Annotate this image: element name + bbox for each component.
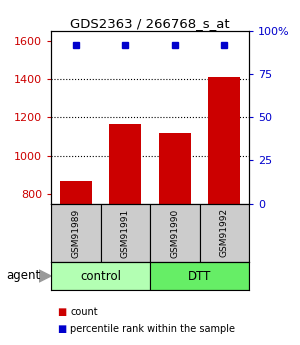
Bar [208, 77, 240, 204]
Bar [100, 204, 150, 262]
Text: ■: ■ [57, 307, 66, 317]
Text: ■: ■ [57, 325, 66, 334]
Polygon shape [39, 270, 51, 282]
Text: GSM91989: GSM91989 [71, 208, 80, 257]
Text: DTT: DTT [188, 269, 211, 283]
Bar [51, 204, 100, 262]
Text: GSM91991: GSM91991 [121, 208, 130, 257]
Text: agent: agent [6, 269, 40, 283]
Text: GSM91992: GSM91992 [220, 208, 229, 257]
Text: count: count [70, 307, 98, 317]
Text: percentile rank within the sample: percentile rank within the sample [70, 325, 236, 334]
Title: GDS2363 / 266768_s_at: GDS2363 / 266768_s_at [70, 17, 230, 30]
Text: GSM91990: GSM91990 [170, 208, 179, 257]
Bar [150, 204, 200, 262]
Bar [109, 124, 141, 204]
Bar [51, 262, 150, 290]
Bar [150, 262, 249, 290]
Text: control: control [80, 269, 121, 283]
Bar [200, 204, 249, 262]
Bar [159, 132, 191, 204]
Bar [60, 180, 92, 204]
